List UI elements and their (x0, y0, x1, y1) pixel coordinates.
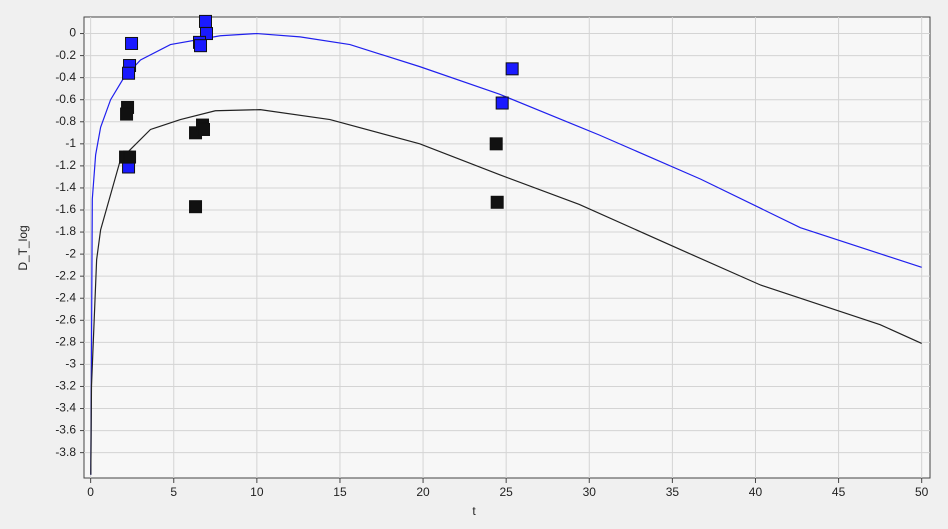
point (120, 107, 134, 121)
y-tick-label: -0.2 (55, 48, 76, 62)
x-tick-label: 30 (583, 485, 597, 499)
y-tick-label: -1 (65, 136, 76, 150)
y-tick-label: -3.8 (55, 445, 76, 459)
y-tick-label: -0.4 (55, 70, 76, 84)
curve (90, 32, 922, 475)
curve (90, 109, 922, 475)
x-tick-label: 0 (87, 485, 94, 499)
x-tick-label: 50 (915, 485, 929, 499)
x-tick-label: 25 (499, 485, 513, 499)
x-tick-label: 35 (666, 485, 680, 499)
y-tick-label: -0.8 (55, 114, 76, 128)
point (197, 122, 211, 136)
point (490, 195, 504, 209)
y-tick-label: -3 (65, 357, 76, 371)
point (122, 66, 136, 80)
y-tick-label: -2.8 (55, 335, 76, 349)
y-tick-label: -1.2 (55, 158, 76, 172)
point (189, 200, 203, 214)
point (495, 96, 509, 110)
y-tick-label: -3.4 (55, 401, 76, 415)
point (194, 39, 208, 53)
point (125, 36, 139, 50)
point (505, 62, 519, 76)
x-tick-label: 40 (749, 485, 763, 499)
x-tick-label: 15 (333, 485, 347, 499)
point (489, 137, 503, 151)
y-tick-label: -2.4 (55, 290, 76, 304)
plot-area (83, 16, 931, 479)
y-tick-label: -3.2 (55, 379, 76, 393)
y-tick-label: -1.6 (55, 202, 76, 216)
x-tick-label: 5 (170, 485, 177, 499)
y-tick-label: -1.4 (55, 180, 76, 194)
y-tick-label: -2.6 (55, 312, 76, 326)
x-tick-label: 20 (416, 485, 430, 499)
y-tick-label: -1.8 (55, 224, 76, 238)
x-axis-label: t (472, 504, 476, 518)
y-tick-label: -2.2 (55, 268, 76, 282)
y-tick-label: -0.6 (55, 92, 76, 106)
y-tick-label: -2 (65, 246, 76, 260)
point (198, 14, 212, 28)
y-tick-label: -3.6 (55, 423, 76, 437)
y-tick-label: 0 (69, 26, 76, 40)
x-tick-label: 10 (250, 485, 264, 499)
x-tick-label: 45 (832, 485, 846, 499)
y-axis-label: D_T_log (16, 225, 30, 270)
point (123, 150, 137, 164)
